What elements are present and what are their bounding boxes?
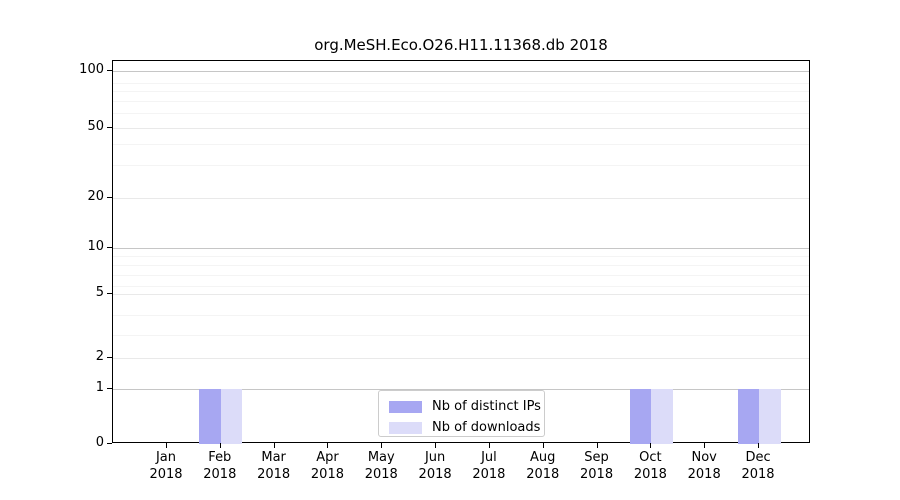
gridline-minor	[113, 91, 809, 92]
y-tick-mark	[107, 443, 112, 444]
y-tick-mark	[107, 357, 112, 358]
legend-label-distinct-ips: Nb of distinct IPs	[432, 399, 541, 414]
gridline-mid	[113, 128, 809, 129]
y-tick-label: 0	[95, 435, 104, 450]
x-tick-label-month: Jul	[481, 450, 497, 465]
x-tick-label-year: 2018	[257, 467, 291, 482]
bar-downloads	[220, 389, 243, 444]
bar-downloads	[651, 389, 673, 444]
x-tick-label-year: 2018	[687, 467, 721, 482]
bar-distinct-ips	[737, 389, 760, 444]
x-tick-mark	[704, 443, 706, 448]
legend-label-downloads: Nb of downloads	[432, 420, 541, 435]
chart-title: org.MeSH.Eco.O26.H11.11368.db 2018	[314, 36, 608, 54]
y-tick-label: 2	[95, 349, 104, 364]
x-tick-label-month: Dec	[745, 450, 771, 465]
y-tick-label: 20	[87, 189, 104, 204]
legend-entry-distinct-ips: Nb of distinct IPs	[389, 398, 544, 415]
x-tick-mark	[488, 443, 490, 448]
x-tick-label-year: 2018	[364, 467, 398, 482]
x-tick-label-year: 2018	[310, 467, 344, 482]
gridline-mid	[113, 198, 809, 199]
x-tick-label-year: 2018	[418, 467, 452, 482]
bar-downloads	[759, 389, 781, 444]
x-tick-label-year: 2018	[580, 467, 614, 482]
x-tick-label: Aug 2018	[511, 449, 575, 483]
gridline-major	[113, 389, 809, 390]
x-tick-mark	[758, 443, 760, 448]
x-tick-mark	[219, 443, 221, 448]
y-tick-label: 1	[95, 380, 104, 395]
x-tick-label-month: Apr	[316, 450, 339, 465]
gridline-minor	[113, 144, 809, 145]
gridline-mid	[113, 358, 809, 359]
x-tick-label-month: Feb	[208, 450, 232, 465]
gridline-minor	[113, 165, 809, 166]
plot-area	[112, 60, 810, 444]
x-tick-label-month: Aug	[530, 450, 556, 465]
y-tick-mark	[107, 293, 112, 294]
y-tick-label: 100	[79, 62, 104, 77]
x-tick-label: Feb 2018	[188, 449, 252, 483]
x-tick-label: May 2018	[349, 449, 413, 483]
x-tick-label-month: Nov	[691, 450, 717, 465]
x-tick-label-month: Jan	[155, 450, 177, 465]
x-tick-label: Mar 2018	[242, 449, 306, 483]
gridline-minor	[113, 101, 809, 102]
y-tick-label: 50	[87, 119, 104, 134]
legend-swatch-distinct-ips-icon	[389, 400, 422, 413]
gridline-minor	[113, 275, 809, 276]
x-tick-label-year: 2018	[741, 467, 775, 482]
x-tick-label: Nov 2018	[672, 449, 736, 483]
gridline-mid	[113, 294, 809, 295]
legend-swatch-downloads-icon	[389, 421, 422, 434]
y-tick-mark	[107, 70, 112, 71]
x-tick-label-year: 2018	[149, 467, 183, 482]
x-tick-mark	[650, 443, 652, 448]
x-tick-label: Jun 2018	[403, 449, 467, 483]
x-tick-label: Jul 2018	[457, 449, 521, 483]
gridline-major	[113, 71, 809, 72]
x-tick-label: Apr 2018	[295, 449, 359, 483]
x-tick-label-month: Jun	[424, 450, 446, 465]
x-tick-label: Dec 2018	[726, 449, 790, 483]
y-tick-mark	[107, 197, 112, 198]
x-tick-label-month: Mar	[261, 450, 286, 465]
x-tick-mark	[542, 443, 544, 448]
gridline-major	[113, 248, 809, 249]
y-tick-mark	[107, 127, 112, 128]
legend-entry-downloads: Nb of downloads	[389, 419, 544, 436]
x-tick-label-month: Oct	[639, 450, 662, 465]
x-tick-label-month: Sep	[584, 450, 609, 465]
x-tick-label: Jan 2018	[134, 449, 198, 483]
y-tick-label: 5	[95, 285, 104, 300]
y-tick-label: 10	[87, 239, 104, 254]
gridline-minor	[113, 113, 809, 114]
x-tick-label: Sep 2018	[565, 449, 629, 483]
gridline-minor	[113, 286, 809, 287]
x-tick-label: Oct 2018	[618, 449, 682, 483]
x-tick-mark	[273, 443, 275, 448]
x-tick-mark	[435, 443, 437, 448]
x-tick-mark	[327, 443, 329, 448]
x-tick-mark	[381, 443, 383, 448]
gridline-minor	[113, 256, 809, 257]
bar-distinct-ips	[629, 389, 652, 444]
legend: Nb of distinct IPs Nb of downloads	[378, 390, 545, 437]
y-tick-mark	[107, 247, 112, 248]
x-tick-label-year: 2018	[633, 467, 667, 482]
y-tick-mark	[107, 388, 112, 389]
bar-distinct-ips	[199, 389, 221, 444]
x-tick-label-year: 2018	[472, 467, 506, 482]
x-tick-label-year: 2018	[526, 467, 560, 482]
gridline-minor	[113, 265, 809, 266]
gridline-minor	[113, 83, 809, 84]
gridline-minor	[113, 335, 809, 336]
x-tick-mark	[166, 443, 167, 448]
gridline-minor	[113, 315, 809, 316]
x-tick-label-month: May	[367, 450, 395, 465]
x-tick-mark	[596, 443, 598, 448]
x-tick-label-year: 2018	[203, 467, 237, 482]
